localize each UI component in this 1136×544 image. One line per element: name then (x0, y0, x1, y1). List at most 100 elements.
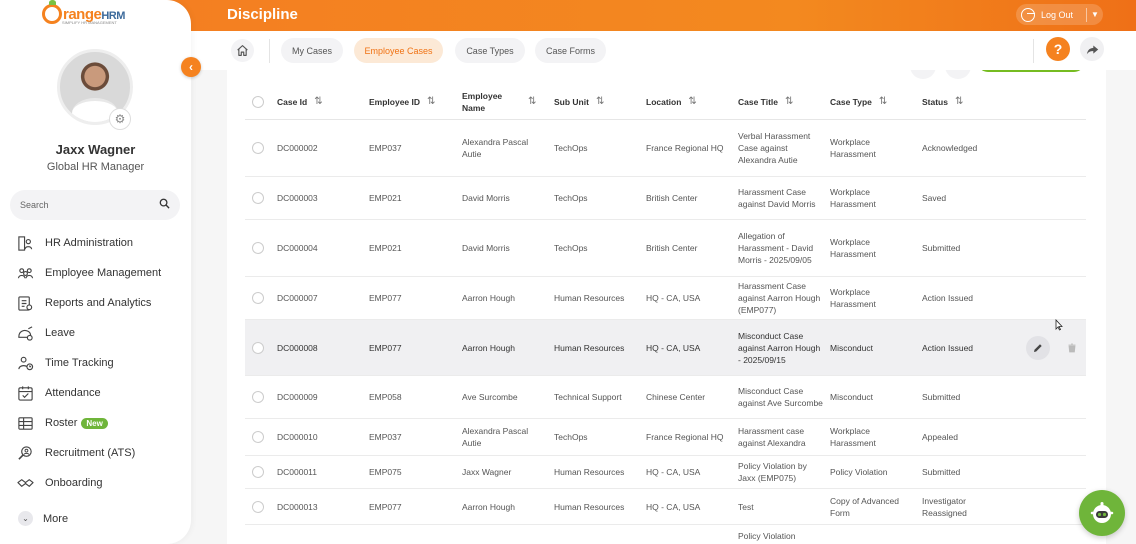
header-employee-id[interactable]: Employee ID ⇅ (369, 96, 436, 107)
cell-employee-name: Aarron Hough (462, 293, 515, 303)
delete-button[interactable] (1060, 335, 1084, 360)
logout-label: Log Out (1041, 9, 1074, 20)
sidebar-more[interactable]: ⌄ More (18, 511, 68, 526)
new-badge: New (81, 417, 108, 429)
toolbar-icon-button[interactable] (945, 70, 971, 79)
cell-employee-name: Aarron Hough (462, 501, 515, 512)
row-select-cell (245, 142, 277, 154)
header-location[interactable]: Location ⇅ (646, 96, 697, 107)
table-row[interactable]: DC000002 EMP037 Alexandra Pascal Autie Tech… (245, 120, 1086, 177)
chatbot-button[interactable] (1079, 490, 1125, 536)
sidebar-item-label: Recruitment (ATS) (45, 447, 136, 459)
edit-button[interactable] (1026, 335, 1050, 360)
table-row[interactable]: Policy Violation (245, 525, 1086, 544)
cell-case-title: Harassment Case against David Morris (738, 187, 816, 209)
table-row[interactable]: DC000008 EMP077 Aarron Hough Human Resource… (245, 320, 1086, 376)
page-title: Discipline (227, 6, 298, 23)
tab-case-forms[interactable]: Case Forms (535, 38, 606, 63)
tab-employee-cases[interactable]: Employee Cases (354, 38, 443, 63)
cell-status: Saved (922, 193, 947, 203)
cell-case-title: Verbal Harassment Case against Alexandra… (738, 131, 811, 165)
table-row[interactable]: DC000004 EMP021 David Morris TechOps British… (245, 220, 1086, 277)
sidebar-item-employee-management[interactable]: Employee Management (16, 258, 186, 288)
profile-settings-icon[interactable]: ⚙ (109, 108, 131, 130)
header-status[interactable]: Status ⇅ (922, 96, 964, 107)
row-checkbox[interactable] (252, 142, 264, 154)
cell-case-type: Misconduct (830, 342, 873, 353)
row-checkbox[interactable] (252, 192, 264, 204)
sort-icon: ⇅ (785, 96, 794, 107)
sidebar-item-reports-and-analytics[interactable]: Reports and Analytics (16, 288, 186, 318)
sidebar-item-roster[interactable]: Roster New (16, 408, 186, 438)
sidebar-item-time-tracking[interactable]: Time Tracking (16, 348, 186, 378)
search-input[interactable] (20, 200, 150, 210)
pencil-icon (1034, 343, 1042, 352)
sidebar-item-label: Time Tracking (45, 357, 114, 369)
header-case-type[interactable]: Case Type ⇅ (830, 96, 888, 107)
attendance-icon (16, 384, 34, 402)
sort-icon: ⇅ (954, 96, 964, 107)
cell-employee-id: EMP021 (369, 243, 402, 253)
logout-button[interactable]: Log Out ▼ (1016, 4, 1103, 25)
share-icon (1086, 44, 1098, 54)
sidebar-item-label: Roster (45, 417, 78, 429)
cell-case-id: DC000009 (277, 392, 318, 402)
cell-status: Submitted (922, 467, 961, 477)
cell-location: France Regional HQ (646, 432, 724, 442)
table-row[interactable]: DC000013 EMP077 Aarron Hough Human Resource… (245, 489, 1086, 525)
table-row[interactable]: DC000003 EMP021 David Morris TechOps British… (245, 177, 1086, 220)
share-button[interactable] (1080, 37, 1104, 61)
orangehrm-logo[interactable]: rangeHRM (42, 0, 125, 24)
cell-case-id: DC000011 (277, 467, 318, 477)
time-tracking-icon (16, 354, 34, 372)
cell-case-title: Test (738, 501, 754, 512)
table-row[interactable]: DC000010 EMP037 Alexandra Pascal Autie Tech… (245, 419, 1086, 456)
tab-my-cases[interactable]: My Cases (281, 38, 343, 63)
row-checkbox[interactable] (252, 466, 264, 478)
sidebar-item-label: Attendance (45, 387, 101, 399)
leave-icon (16, 324, 34, 342)
sidebar-item-recruitment[interactable]: Recruitment (ATS) (16, 438, 186, 468)
row-checkbox[interactable] (252, 292, 264, 304)
header-sub-unit[interactable]: Sub Unit ⇅ (554, 96, 605, 107)
table-row[interactable]: DC000007 EMP077 Aarron Hough Human Resource… (245, 277, 1086, 320)
header-employee-name[interactable]: Employee Name ⇅ (462, 91, 537, 113)
cell-employee-name: Ave Surcombe (462, 392, 518, 402)
row-checkbox[interactable] (252, 242, 264, 254)
logo-text: rangeHRM (63, 5, 125, 23)
home-button[interactable] (231, 39, 254, 62)
sidebar-item-label: Leave (45, 327, 75, 339)
table-row[interactable]: DC000011 EMP075 Jaxx Wagner Human Resources… (245, 456, 1086, 489)
sidebar-item-label: HR Administration (45, 237, 134, 249)
header-case-id[interactable]: Case Id ⇅ (277, 96, 323, 107)
row-checkbox[interactable] (252, 341, 264, 354)
table-row[interactable]: DC000009 EMP058 Ave Surcombe Technical Supp… (245, 376, 1086, 419)
row-checkbox[interactable] (252, 391, 264, 403)
row-checkbox[interactable] (252, 500, 264, 513)
avatar[interactable] (57, 49, 133, 125)
sidebar-item-attendance[interactable]: Attendance (16, 378, 186, 408)
select-all-checkbox[interactable] (252, 96, 264, 108)
table-body: DC000002 EMP037 Alexandra Pascal Autie Tech… (245, 120, 1086, 544)
row-select-cell (245, 431, 277, 443)
tab-case-types[interactable]: Case Types (455, 38, 525, 63)
add-case-button[interactable] (977, 70, 1085, 72)
more-label: More (43, 512, 69, 525)
cell-case-title: Policy Violation by Jaxx (EMP075) (738, 461, 807, 483)
toolbar-icon-button[interactable] (910, 70, 936, 79)
chatbot-icon (1090, 502, 1114, 523)
row-select-cell (245, 192, 277, 204)
cell-case-type: Workplace Harassment (830, 287, 876, 309)
cell-sub-unit (554, 525, 646, 530)
collapse-sidebar-button[interactable]: ‹ (181, 57, 201, 77)
row-checkbox[interactable] (252, 431, 264, 443)
sidebar-item-leave[interactable]: Leave (16, 318, 186, 348)
header-case-title[interactable]: Case Title ⇅ (738, 96, 794, 107)
logout-icon (1021, 7, 1035, 22)
help-button[interactable]: ? (1046, 37, 1070, 61)
sidebar-item-onboarding[interactable]: Onboarding (16, 468, 186, 498)
search-icon[interactable] (159, 198, 170, 212)
chevron-down-icon[interactable]: ▼ (1091, 10, 1099, 19)
sidebar-item-hr-administration[interactable]: HR Administration (16, 228, 186, 258)
cell-employee-name: Jaxx Wagner (462, 467, 512, 477)
